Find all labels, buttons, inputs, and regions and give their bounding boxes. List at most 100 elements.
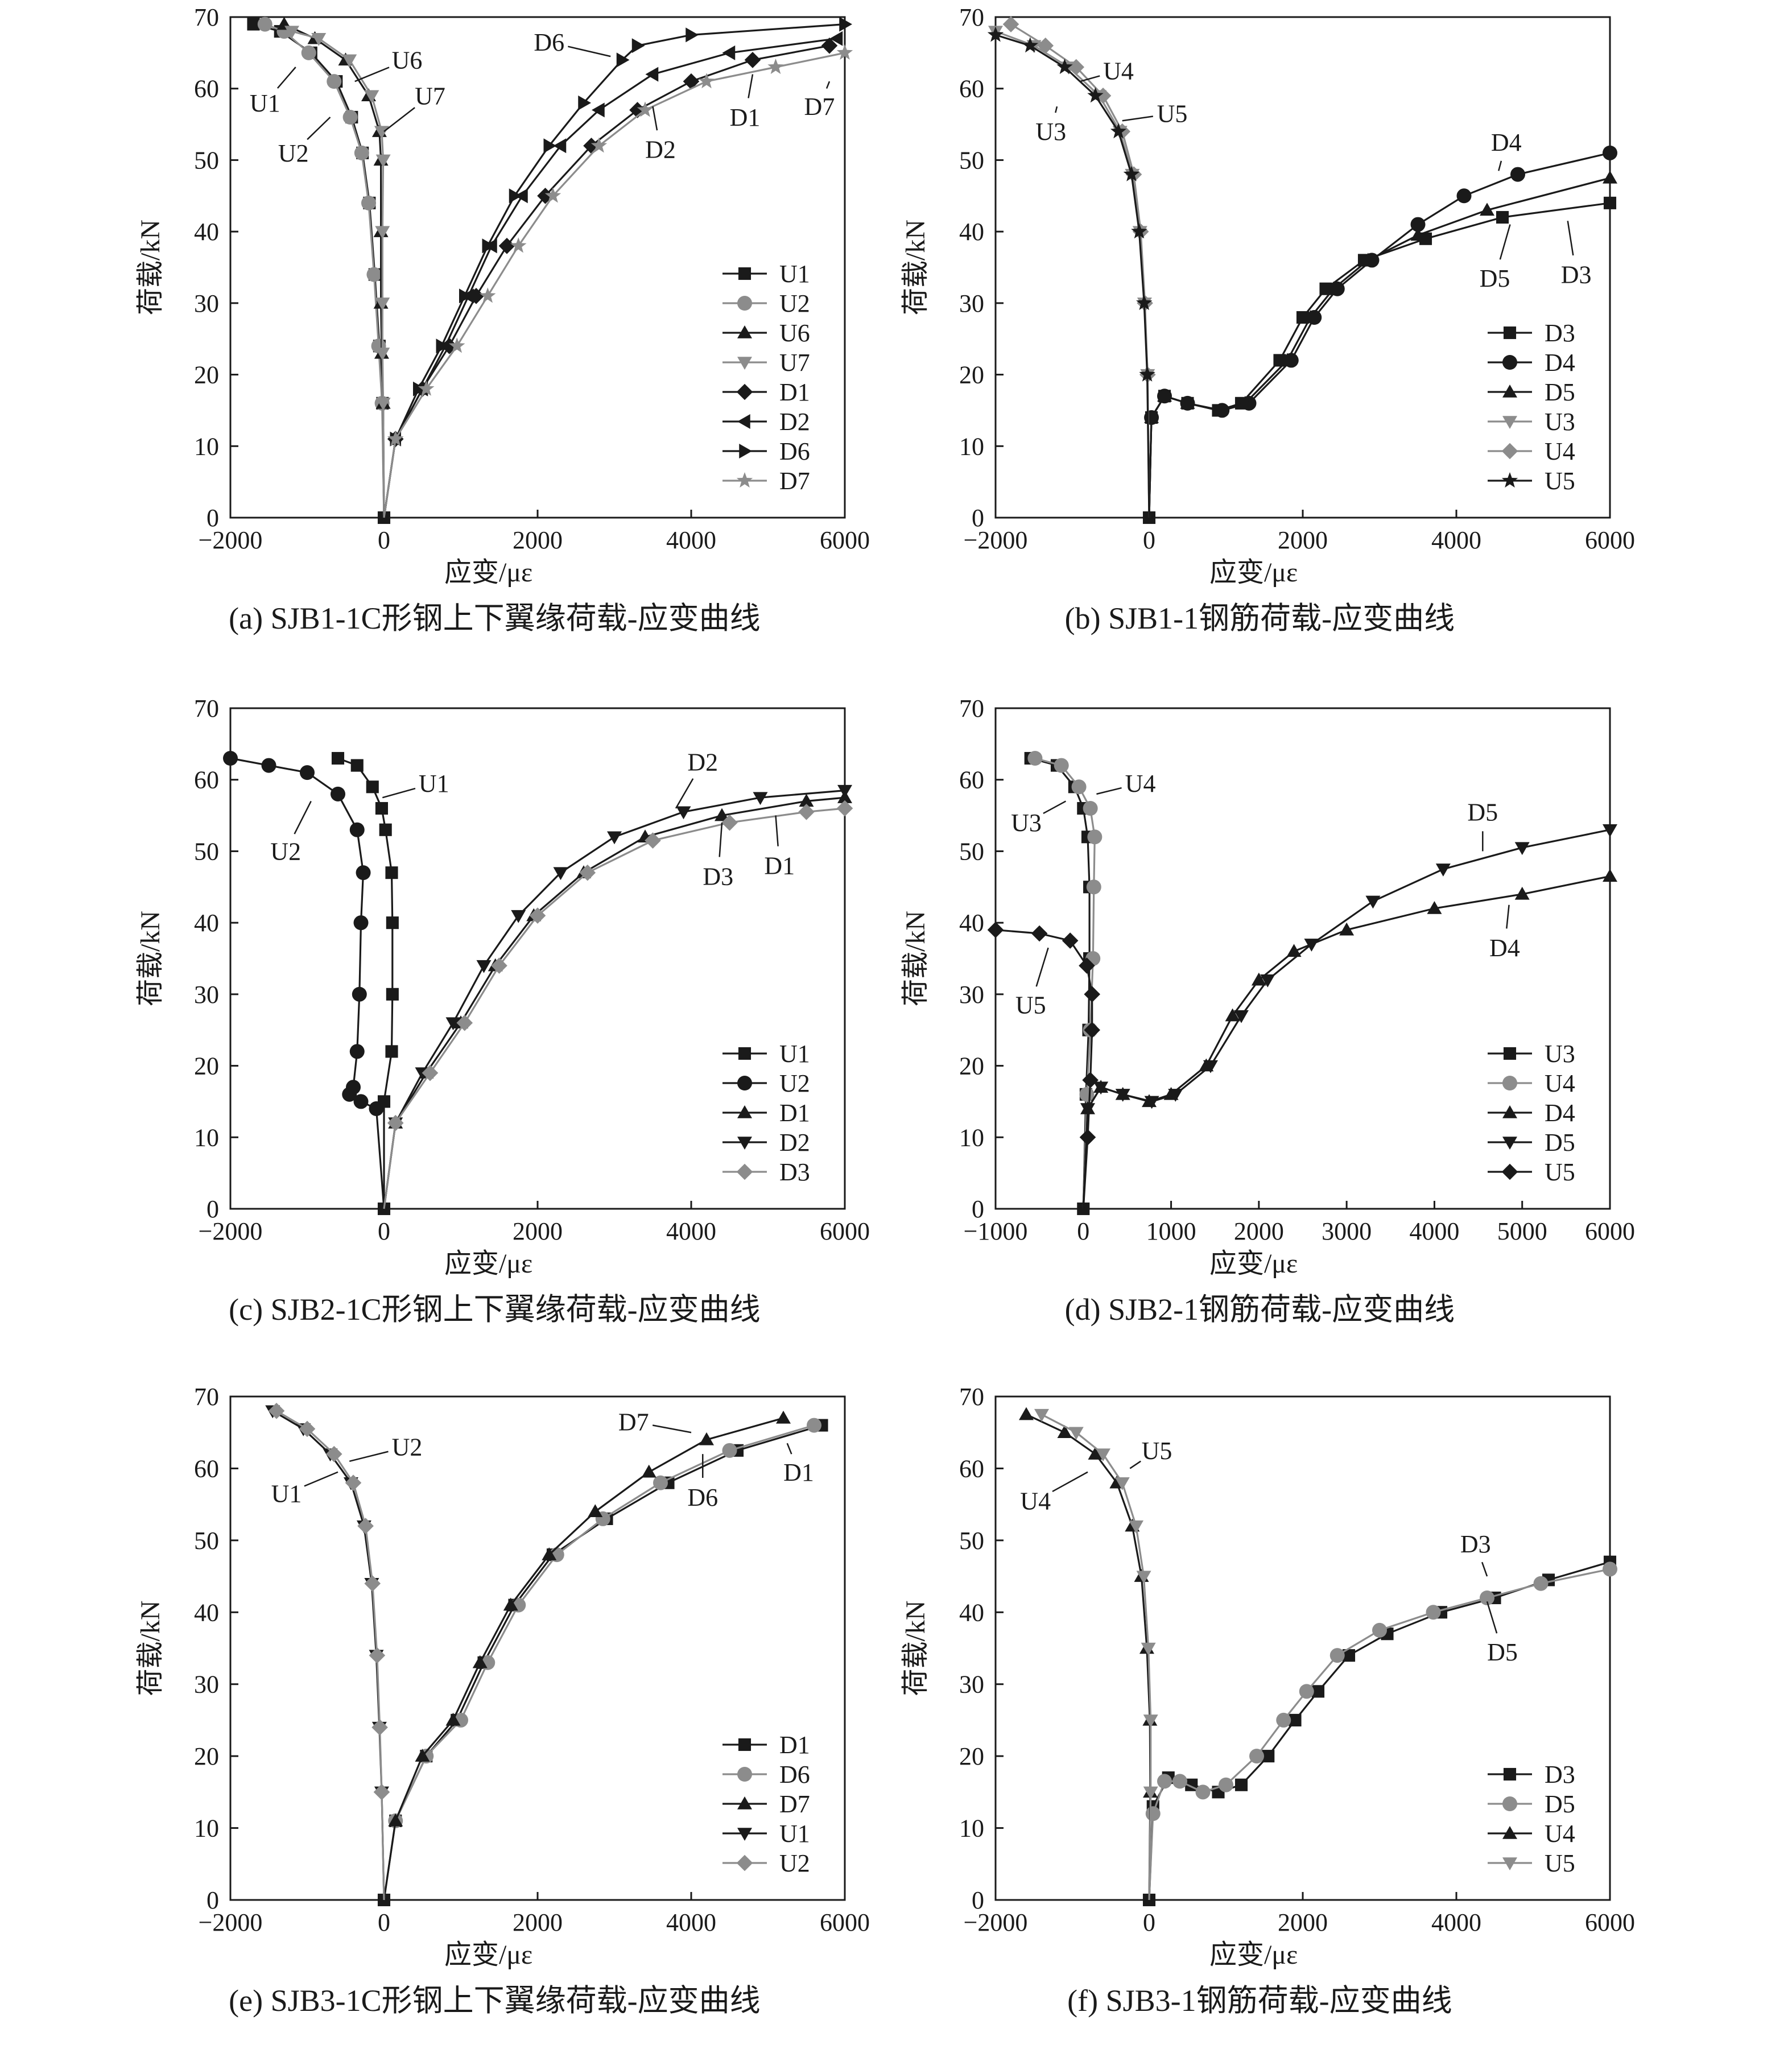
- data-point-D5: [1360, 253, 1376, 266]
- y-tick-label: 10: [194, 432, 219, 460]
- data-point-D3: [721, 814, 738, 831]
- data-point-D5: [1219, 1777, 1233, 1792]
- data-point-D5: [1249, 1749, 1264, 1764]
- data-point-D5: [1203, 1060, 1218, 1073]
- y-tick-label: 20: [194, 1742, 219, 1770]
- data-point-D4: [1339, 922, 1355, 936]
- data-point-U1: [379, 823, 392, 836]
- legend-label: D5: [1545, 1129, 1575, 1156]
- data-point-U5: [1068, 1427, 1084, 1440]
- data-point-D6: [543, 138, 557, 154]
- data-point-U2: [223, 751, 238, 766]
- x-axis-title: 应变/με: [444, 1249, 532, 1279]
- series-D3: [383, 800, 853, 1209]
- series-D7: [383, 44, 853, 518]
- legend-marker: [737, 1137, 752, 1150]
- series-D6: [383, 1418, 821, 1901]
- legend-marker: [736, 383, 753, 400]
- annotation-label: D7: [618, 1408, 649, 1436]
- annotation-label: U2: [392, 1433, 423, 1461]
- figure-caption: (d) SJB2-1钢筋荷载-应变曲线: [1065, 1292, 1455, 1327]
- data-point-D7: [542, 1547, 557, 1560]
- data-point-D5: [1299, 1684, 1314, 1699]
- legend-label: U1: [779, 260, 810, 288]
- y-axis-title: 荷载/kN: [135, 911, 166, 1006]
- legend-label: D4: [1545, 349, 1575, 377]
- annotation-U1: U1: [250, 67, 296, 117]
- plot-frame: [229, 16, 846, 519]
- annotation-leader: [294, 800, 312, 834]
- figure-caption: (f) SJB3-1钢筋荷载-应变曲线: [1067, 1984, 1452, 2018]
- y-tick-label: 30: [194, 1671, 219, 1699]
- legend-marker: [737, 325, 752, 338]
- data-point-D6: [653, 1475, 668, 1490]
- data-point-U5: [1110, 123, 1127, 139]
- y-axis-title: 荷载/kN: [135, 220, 166, 315]
- legend-item-D7: D7: [722, 1790, 810, 1818]
- data-point-D4: [1514, 886, 1530, 900]
- data-point-D7: [510, 237, 527, 253]
- legend-label: D7: [779, 467, 810, 495]
- data-point-D3: [798, 803, 815, 820]
- y-tick-label: 70: [194, 695, 219, 722]
- data-point-D3: [579, 864, 596, 881]
- legend-marker: [737, 1105, 752, 1118]
- series-line-U5: [1041, 1414, 1152, 1901]
- data-point-D7: [544, 187, 561, 203]
- annotation-label: D2: [645, 136, 676, 164]
- series-D2: [383, 784, 852, 1209]
- annotation-U4: U4: [1080, 57, 1134, 85]
- data-point-D5: [1093, 1081, 1109, 1095]
- data-point-D4: [1427, 901, 1442, 914]
- data-point-U5: [1022, 37, 1038, 53]
- data-point-U4: [1079, 1086, 1095, 1102]
- series-line-D5: [1082, 829, 1611, 1209]
- annotation-leader: [748, 74, 754, 98]
- data-point-D7: [767, 59, 784, 75]
- annotation-leader: [1122, 115, 1154, 122]
- data-point-U5: [1123, 166, 1140, 181]
- y-tick-label: 40: [959, 909, 984, 937]
- series-U4: [1002, 16, 1156, 518]
- annotation-label: D5: [1480, 265, 1510, 292]
- y-tick-label: 60: [194, 75, 219, 103]
- data-point-D2: [722, 45, 736, 60]
- data-point-U7: [374, 126, 389, 139]
- y-axis-title: 荷载/kN: [901, 1600, 931, 1696]
- chart-b: −2000 0 2000 4000 6000010203040506070应变/με荷载…: [901, 3, 1635, 635]
- data-point-D5: [1195, 1784, 1211, 1800]
- data-point-D4: [1603, 145, 1617, 160]
- legend-marker: [737, 1796, 752, 1809]
- data-point-D5: [1514, 842, 1530, 856]
- annotation-label: D5: [1467, 798, 1498, 826]
- annotation-U2: U2: [270, 800, 312, 865]
- data-point-D1: [683, 73, 700, 90]
- legend-label: D1: [779, 378, 810, 406]
- data-point-D5: [1260, 974, 1275, 988]
- data-point-U1: [366, 780, 379, 794]
- annotation-D6: D6: [687, 1454, 718, 1511]
- data-point-D3: [456, 1014, 473, 1031]
- legend-label: D3: [1545, 1761, 1575, 1788]
- legend-item-U7: U7: [722, 349, 810, 377]
- annotation-leader: [786, 1443, 792, 1455]
- data-point-D4: [1510, 167, 1525, 182]
- data-point-U5: [1131, 223, 1147, 239]
- legend-marker: [736, 472, 753, 488]
- annotation-D4: D4: [1489, 904, 1520, 962]
- data-point-D2: [829, 31, 843, 46]
- data-point-U4: [1086, 879, 1101, 895]
- legend-marker: [1502, 1105, 1517, 1118]
- x-tick-label: −2000: [199, 526, 263, 554]
- y-tick-label: 30: [959, 981, 984, 1009]
- data-point-U3: [1077, 1202, 1090, 1216]
- annotation-U2: U2: [349, 1433, 423, 1462]
- x-tick-label: 0: [378, 1908, 390, 1936]
- y-tick-label: 0: [972, 1195, 984, 1223]
- data-point-D5: [1168, 1089, 1183, 1102]
- y-tick-label: 20: [959, 361, 984, 389]
- series-U4: [1019, 1407, 1158, 1901]
- x-tick-label: 0: [378, 1217, 390, 1245]
- data-point-U7: [311, 32, 327, 46]
- annotation-leader: [675, 778, 694, 809]
